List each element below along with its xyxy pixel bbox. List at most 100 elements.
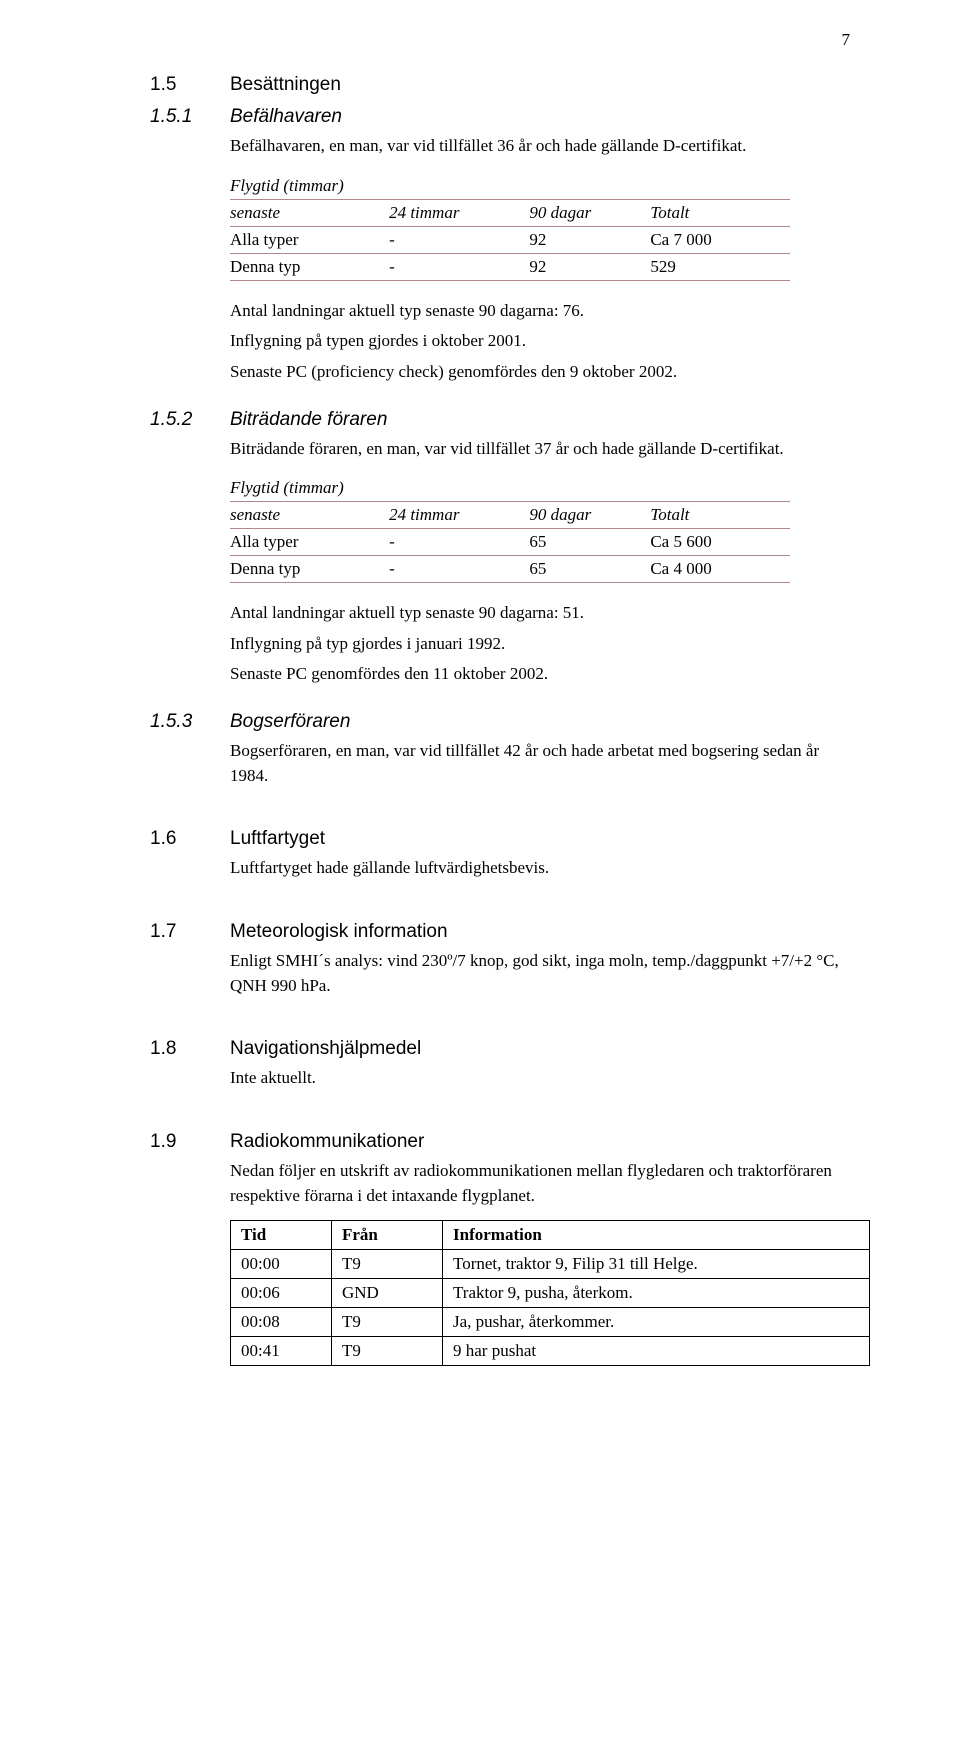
table-cell: Alla typer xyxy=(230,226,389,253)
section-title: Meteorologisk information xyxy=(230,921,448,943)
section-1-5-1: 1.5.1 Befälhavaren xyxy=(150,106,850,128)
table-cell: - xyxy=(389,226,529,253)
paragraph: Antal landningar aktuell typ senaste 90 … xyxy=(230,601,850,626)
section-1-6: 1.6 Luftfartyget xyxy=(150,828,850,850)
table-cell-time: 00:41 xyxy=(231,1337,332,1366)
table-cell-from: T9 xyxy=(332,1308,443,1337)
section-number: 1.9 xyxy=(150,1131,230,1153)
table-header: Från xyxy=(332,1221,443,1250)
table-cell: Ca 5 600 xyxy=(650,529,790,556)
section-body: Luftfartyget hade gällande luftvärdighet… xyxy=(230,856,850,881)
section-number: 1.5 xyxy=(150,74,230,96)
table-cell: Denna typ xyxy=(230,556,389,583)
section-number: 1.5.3 xyxy=(150,711,230,733)
table-cell: 65 xyxy=(529,556,650,583)
table-cell: Denna typ xyxy=(230,253,389,280)
paragraph: Senaste PC genomfördes den 11 oktober 20… xyxy=(230,662,850,687)
section-body: Inte aktuellt. xyxy=(230,1066,850,1091)
table-cell-info: Tornet, traktor 9, Filip 31 till Helge. xyxy=(443,1250,870,1279)
section-intro: Befälhavaren, en man, var vid tillfället… xyxy=(230,134,850,159)
table-cell-from: GND xyxy=(332,1279,443,1308)
table-header: Information xyxy=(443,1221,870,1250)
table-row: Alla typer - 65 Ca 5 600 xyxy=(230,529,790,556)
table-cell: 65 xyxy=(529,529,650,556)
table-cell: - xyxy=(389,556,529,583)
table-header: Totalt xyxy=(650,199,790,226)
section-1-5: 1.5 Besättningen xyxy=(150,74,850,96)
table-cell-info: Ja, pushar, återkommer. xyxy=(443,1308,870,1337)
section-title: Navigationshjälpmedel xyxy=(230,1038,421,1060)
paragraph: Senaste PC (proficiency check) genomförd… xyxy=(230,360,850,385)
paragraph: Inte aktuellt. xyxy=(230,1066,850,1091)
section-number: 1.6 xyxy=(150,828,230,850)
paragraph: Biträdande föraren, en man, var vid till… xyxy=(230,437,850,462)
section-intro: Biträdande föraren, en man, var vid till… xyxy=(230,437,850,462)
table-row: Denna typ - 65 Ca 4 000 xyxy=(230,556,790,583)
table-row: 00:00T9Tornet, traktor 9, Filip 31 till … xyxy=(231,1250,870,1279)
section-title: Bogserföraren xyxy=(230,711,350,733)
table-cell-info: 9 har pushat xyxy=(443,1337,870,1366)
section-title: Besättningen xyxy=(230,74,341,96)
table-header-row: Tid Från Information xyxy=(231,1221,870,1250)
paragraph: Enligt SMHI´s analys: vind 230º/7 knop, … xyxy=(230,949,850,998)
table-header: 90 dagar xyxy=(529,502,650,529)
section-number: 1.7 xyxy=(150,921,230,943)
table-row: 00:06GNDTraktor 9, pusha, återkom. xyxy=(231,1279,870,1308)
table-header: Tid xyxy=(231,1221,332,1250)
section-1-9: 1.9 Radiokommunikationer xyxy=(150,1131,850,1153)
paragraph: Bogserföraren, en man, var vid tillfälle… xyxy=(230,739,850,788)
paragraph: Inflygning på typ gjordes i januari 1992… xyxy=(230,632,850,657)
table-header: Totalt xyxy=(650,502,790,529)
table-cell: Alla typer xyxy=(230,529,389,556)
section-title: Radiokommunikationer xyxy=(230,1131,424,1153)
flight-time-table: Flygtid (timmar) senaste 24 timmar 90 da… xyxy=(230,475,790,583)
section-number: 1.8 xyxy=(150,1038,230,1060)
table-cell: 92 xyxy=(529,226,650,253)
flight-time-table: Flygtid (timmar) senaste 24 timmar 90 da… xyxy=(230,173,790,281)
section-body: Nedan följer en utskrift av radiokommuni… xyxy=(230,1159,850,1208)
table-cell-info: Traktor 9, pusha, återkom. xyxy=(443,1279,870,1308)
paragraph: Inflygning på typen gjordes i oktober 20… xyxy=(230,329,850,354)
table-row: Denna typ - 92 529 xyxy=(230,253,790,280)
page-number: 7 xyxy=(842,30,851,50)
table-cell-from: T9 xyxy=(332,1337,443,1366)
table-cell-time: 00:08 xyxy=(231,1308,332,1337)
section-1-5-2: 1.5.2 Biträdande föraren xyxy=(150,409,850,431)
radio-communication-table: Tid Från Information 00:00T9Tornet, trak… xyxy=(230,1220,870,1366)
section-title: Befälhavaren xyxy=(230,106,342,128)
table-cell: - xyxy=(389,529,529,556)
table-row: Alla typer - 92 Ca 7 000 xyxy=(230,226,790,253)
table-header: senaste xyxy=(230,502,389,529)
section-body: Enligt SMHI´s analys: vind 230º/7 knop, … xyxy=(230,949,850,998)
section-body: Antal landningar aktuell typ senaste 90 … xyxy=(230,601,850,687)
table-header-group: Flygtid (timmar) xyxy=(230,173,790,200)
paragraph: Befälhavaren, en man, var vid tillfället… xyxy=(230,134,850,159)
section-1-7: 1.7 Meteorologisk information xyxy=(150,921,850,943)
table-header: 90 dagar xyxy=(529,199,650,226)
table-cell: 529 xyxy=(650,253,790,280)
paragraph: Antal landningar aktuell typ senaste 90 … xyxy=(230,299,850,324)
table-cell-from: T9 xyxy=(332,1250,443,1279)
section-1-5-3: 1.5.3 Bogserföraren xyxy=(150,711,850,733)
section-title: Luftfartyget xyxy=(230,828,325,850)
table-header: 24 timmar xyxy=(389,502,529,529)
section-body: Bogserföraren, en man, var vid tillfälle… xyxy=(230,739,850,788)
section-body: Antal landningar aktuell typ senaste 90 … xyxy=(230,299,850,385)
table-header-group: Flygtid (timmar) xyxy=(230,475,790,502)
section-number: 1.5.1 xyxy=(150,106,230,128)
table-header: 24 timmar xyxy=(389,199,529,226)
table-cell: Ca 7 000 xyxy=(650,226,790,253)
section-number: 1.5.2 xyxy=(150,409,230,431)
table-header: senaste xyxy=(230,199,389,226)
table-row: 00:41T99 har pushat xyxy=(231,1337,870,1366)
table-cell: - xyxy=(389,253,529,280)
table-cell: Ca 4 000 xyxy=(650,556,790,583)
table-cell-time: 00:06 xyxy=(231,1279,332,1308)
table-cell-time: 00:00 xyxy=(231,1250,332,1279)
table-row: 00:08T9Ja, pushar, återkommer. xyxy=(231,1308,870,1337)
section-1-8: 1.8 Navigationshjälpmedel xyxy=(150,1038,850,1060)
paragraph: Nedan följer en utskrift av radiokommuni… xyxy=(230,1159,850,1208)
paragraph: Luftfartyget hade gällande luftvärdighet… xyxy=(230,856,850,881)
table-cell: 92 xyxy=(529,253,650,280)
section-title: Biträdande föraren xyxy=(230,409,387,431)
